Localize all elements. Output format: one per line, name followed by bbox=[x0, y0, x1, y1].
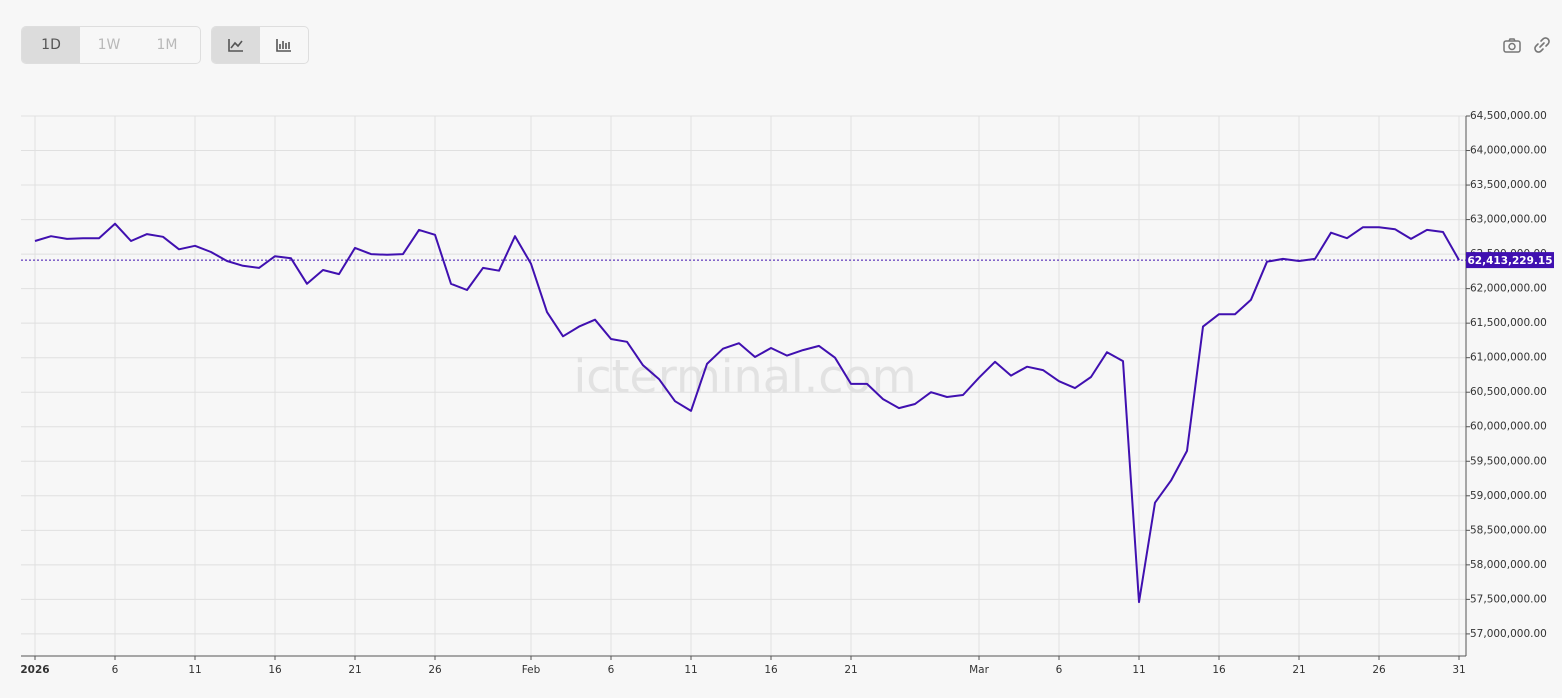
current-value-label: 62,413,229.15 bbox=[1467, 255, 1552, 267]
y-tick-label: 63,500,000.00 bbox=[1470, 179, 1547, 191]
x-tick-label: 21 bbox=[844, 664, 857, 676]
y-tick-label: 59,500,000.00 bbox=[1470, 455, 1547, 467]
x-tick-label: Mar bbox=[969, 664, 989, 676]
x-tick-label: 21 bbox=[348, 664, 361, 676]
x-tick-label: 6 bbox=[608, 664, 615, 676]
range-selector: 1D 1W 1M bbox=[21, 26, 201, 64]
x-tick-label: 11 bbox=[1132, 664, 1145, 676]
y-tick-label: 64,000,000.00 bbox=[1470, 145, 1547, 157]
x-tick-label: 6 bbox=[1056, 664, 1063, 676]
y-tick-label: 63,000,000.00 bbox=[1470, 214, 1547, 226]
x-tick-label: 21 bbox=[1292, 664, 1305, 676]
y-tick-label: 60,000,000.00 bbox=[1470, 421, 1547, 433]
x-tick-label: 11 bbox=[684, 664, 697, 676]
y-tick-label: 57,000,000.00 bbox=[1470, 628, 1547, 640]
x-tick-label: 6 bbox=[112, 664, 119, 676]
bar-icon bbox=[276, 39, 291, 52]
x-tick-label: 16 bbox=[1212, 664, 1226, 676]
y-tick-label: 59,000,000.00 bbox=[1470, 490, 1547, 502]
x-tick-label: 16 bbox=[268, 664, 282, 676]
x-tick-label: 11 bbox=[188, 664, 201, 676]
tools bbox=[1502, 36, 1552, 54]
x-tick-label: 16 bbox=[764, 664, 778, 676]
y-tick-label: 58,000,000.00 bbox=[1470, 559, 1547, 571]
x-tick-label: Feb bbox=[522, 664, 541, 676]
y-tick-label: 57,500,000.00 bbox=[1470, 593, 1547, 605]
line-icon bbox=[228, 39, 243, 52]
y-tick-label: 61,500,000.00 bbox=[1470, 317, 1547, 329]
range-button[interactable]: 1D bbox=[22, 27, 80, 63]
line bbox=[34, 222, 1460, 604]
y-tick-label: 58,500,000.00 bbox=[1470, 524, 1547, 536]
range-button[interactable]: 1M bbox=[156, 37, 178, 53]
range-button[interactable]: 1W bbox=[97, 37, 121, 53]
y-tick-label: 61,000,000.00 bbox=[1470, 352, 1547, 364]
line-chart-button[interactable] bbox=[212, 27, 260, 63]
watermark: icterminal.com bbox=[573, 350, 916, 404]
x-tick-label: 31 bbox=[1452, 664, 1465, 676]
bar-chart-button[interactable] bbox=[260, 27, 308, 63]
x-tick-label: 26 bbox=[1372, 664, 1386, 676]
y-tick-label: 64,500,000.00 bbox=[1470, 110, 1547, 122]
x-tick-label: 26 bbox=[428, 664, 442, 676]
chart-type-selector bbox=[211, 26, 309, 64]
x-tick-label: 2026 bbox=[20, 664, 49, 676]
y-tick-label: 62,000,000.00 bbox=[1470, 283, 1547, 295]
y-tick-label: 60,500,000.00 bbox=[1470, 386, 1547, 398]
link-button[interactable] bbox=[1532, 36, 1552, 54]
current-value-tag bbox=[1466, 252, 1554, 269]
screenshot-button[interactable] bbox=[1502, 36, 1522, 54]
